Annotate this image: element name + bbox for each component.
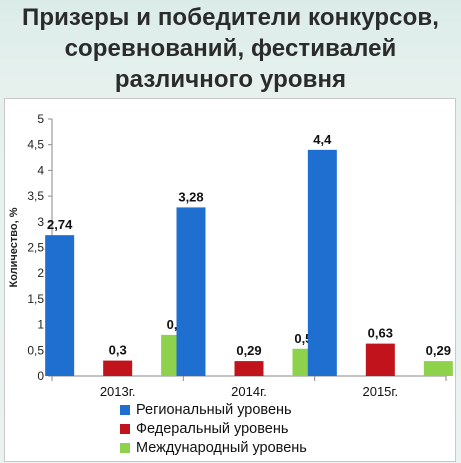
x-tick-label: 2013г. [100,384,136,399]
y-tick-label: 3,5 [27,189,44,203]
chart-legend: Региональный уровень Федеральный уровень… [120,400,307,457]
y-tick-label: 5 [37,112,44,126]
legend-item-international: Международный уровень [120,438,307,457]
y-tick-label: 0,5 [27,343,44,357]
bar [176,207,206,376]
y-tick-label: 1,5 [27,292,44,306]
data-label: 2,74 [47,217,73,232]
bar [45,235,75,376]
page-title: Призеры и победители конкурсов, соревнов… [0,2,461,95]
title-line-3: различного уровня [114,66,347,93]
x-tick-label: 2015г. [362,384,398,399]
data-label: 4,4 [313,132,332,147]
legend-swatch-international [120,442,130,453]
data-label: 0,63 [368,326,393,341]
bar [103,360,133,376]
data-label: 0,29 [236,343,261,358]
legend-swatch-federal [120,423,130,434]
title-line-2: соревнований, фестивалей [64,35,397,62]
data-label: 0,3 [109,343,127,358]
y-axis-title: Количество, % [8,207,20,287]
bar [423,361,453,376]
legend-label-international: Международный уровень [136,439,307,456]
y-tick-label: 3 [37,215,44,229]
legend-swatch-regional [120,404,130,415]
data-label: 3,28 [178,189,203,204]
legend-label-federal: Федеральный уровень [136,420,289,437]
legend-item-federal: Федеральный уровень [120,419,307,438]
data-label: 0,29 [426,343,451,358]
bar [365,343,395,376]
y-tick-label: 0 [37,369,44,383]
bar [234,361,264,376]
y-tick-label: 4 [37,163,44,177]
legend-label-regional: Региональный уровень [136,401,292,418]
x-tick-label: 2014г. [231,384,267,399]
bar [307,149,337,376]
title-line-1: Призеры и победители конкурсов, [21,4,440,31]
y-tick-label: 1 [37,318,44,332]
y-tick-label: 2,5 [27,241,44,255]
legend-item-regional: Региональный уровень [120,400,307,419]
y-tick-label: 2 [37,266,44,280]
y-tick-label: 4,5 [27,138,44,152]
chart-panel [4,98,456,462]
